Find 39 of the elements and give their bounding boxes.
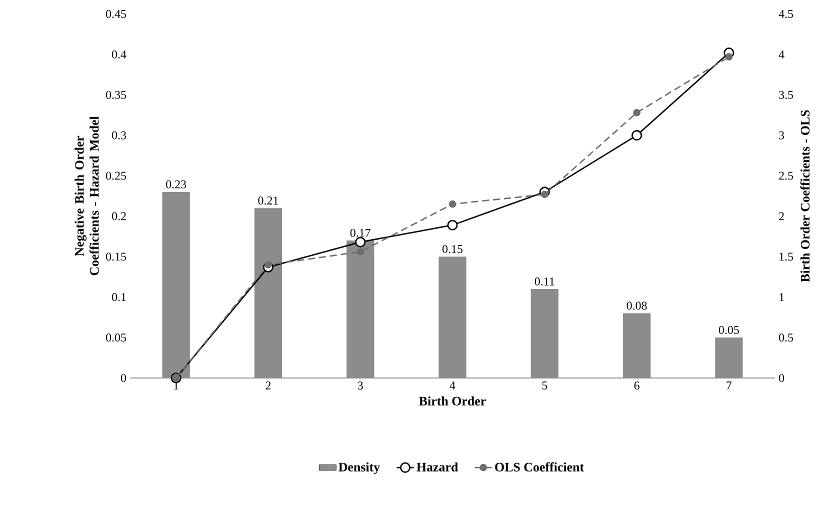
x-tick-label: 4 xyxy=(450,382,456,390)
data-label: 0.08 xyxy=(626,302,647,310)
y2-tick-label: 4.5 xyxy=(778,10,794,18)
x-tick-label: 6 xyxy=(634,382,640,390)
x-tick-label: 2 xyxy=(266,382,271,390)
y2-axis-title: Birth Order Coefficients - OLS xyxy=(800,110,810,282)
y-tick-label: 0.2 xyxy=(112,212,126,220)
y-tick-label: 0.05 xyxy=(106,333,126,342)
y2-tick-label: 4 xyxy=(778,50,784,58)
x-tick-label: 3 xyxy=(358,382,363,390)
data-label: 0.17 xyxy=(350,228,370,237)
y2-tick-label: 2.5 xyxy=(779,172,794,180)
data-label: 0.21 xyxy=(258,196,278,205)
y-tick-label: 0.45 xyxy=(106,10,126,18)
y-tick-label: 0.15 xyxy=(106,252,126,261)
y2-tick-label: 1 xyxy=(780,293,784,302)
y2-tick-label: 3 xyxy=(779,131,784,140)
y2-tick-label: 1.5 xyxy=(780,252,794,261)
legend-label: OLS Coefficient xyxy=(495,462,584,472)
y-tick-label: 0.25 xyxy=(106,172,126,180)
y-tick-label: 0.3 xyxy=(112,131,126,140)
y-tick-label: 0 xyxy=(120,374,126,382)
data-label: 0.23 xyxy=(166,180,186,188)
y2-tick-label: 0 xyxy=(778,374,784,382)
x-axis-title: Birth Order xyxy=(419,396,486,406)
y2-tick-label: 2 xyxy=(779,212,784,220)
y-axis-title: Negative Birth Order Coefficients - Hazard Model xyxy=(74,116,99,276)
legend-label: Density xyxy=(338,462,380,474)
data-label: 0.11 xyxy=(534,277,554,286)
y-tick-label: 0.4 xyxy=(112,50,126,58)
data-label: 0.05 xyxy=(718,326,739,334)
y2-tick-label: 0.5 xyxy=(778,333,794,342)
y2-tick-label: 3.5 xyxy=(779,90,794,99)
legend-label: Hazard xyxy=(416,462,458,472)
y-tick-label: 0.1 xyxy=(112,293,126,302)
x-tick-label: 5 xyxy=(542,382,548,390)
y-tick-label: 0.35 xyxy=(106,90,126,99)
x-tick-label: 7 xyxy=(726,382,732,390)
data-label: 0.15 xyxy=(442,245,463,254)
